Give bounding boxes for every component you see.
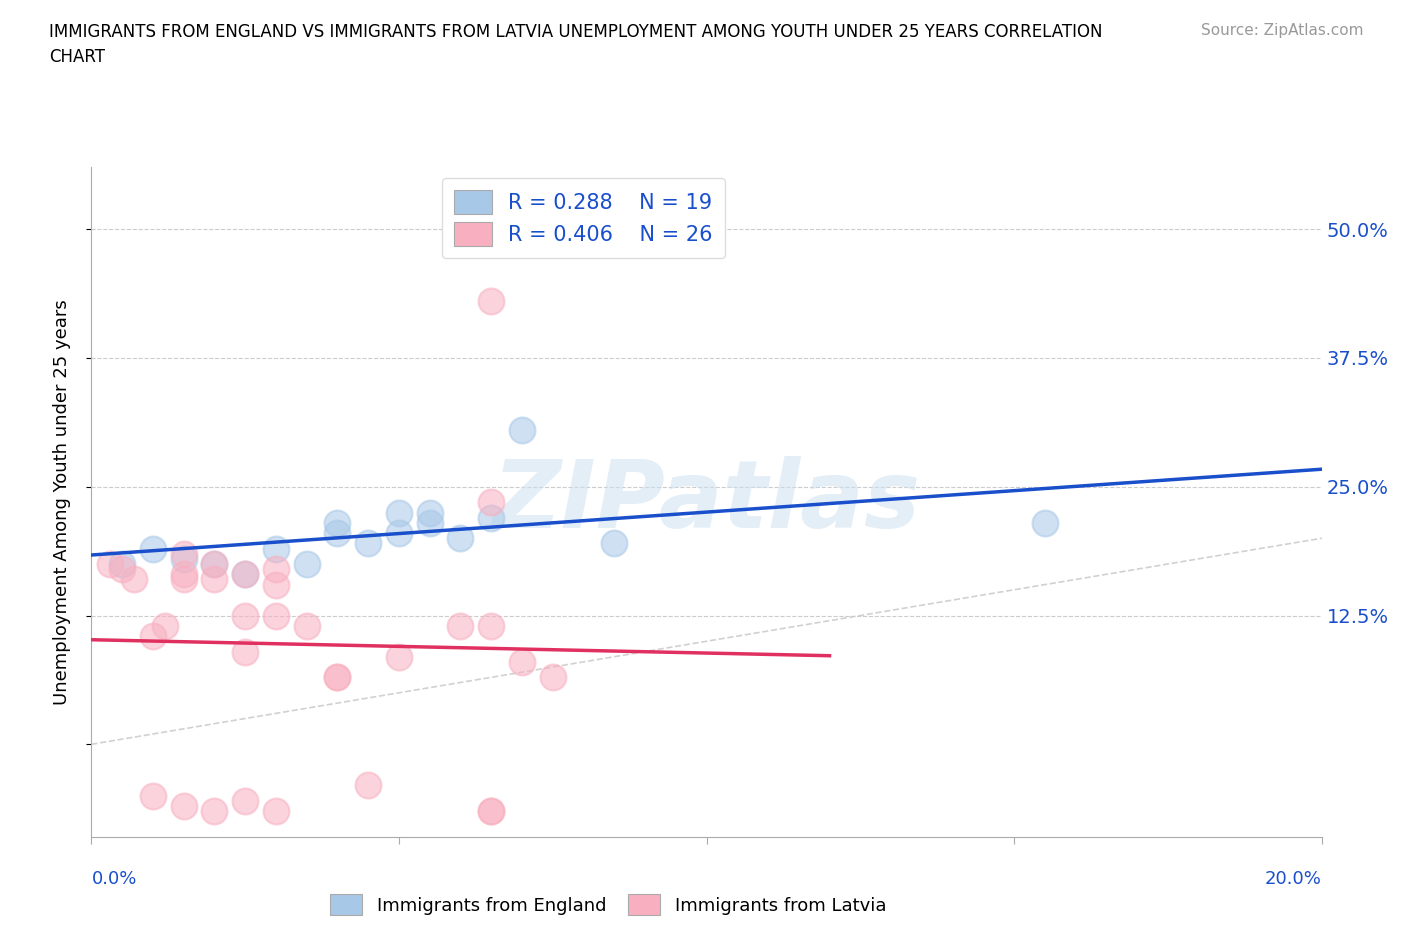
Point (479, 495, 502, 510)
Point (233, 567, 256, 582)
Point (541, 670, 564, 684)
Point (233, 567, 256, 582)
Point (142, 629, 165, 644)
Point (449, 618, 471, 633)
Point (357, 778, 380, 793)
Point (1033, 515, 1056, 530)
Point (173, 567, 195, 582)
Point (295, 618, 318, 633)
Point (479, 804, 502, 818)
Point (173, 546, 195, 561)
Point (233, 644, 256, 659)
Point (173, 572, 195, 587)
Legend: R = 0.288    N = 19, R = 0.406    N = 26: R = 0.288 N = 19, R = 0.406 N = 26 (441, 178, 725, 259)
Point (202, 556, 225, 571)
Point (202, 572, 225, 587)
Point (326, 515, 349, 530)
Point (603, 536, 626, 551)
Point (264, 804, 287, 818)
Point (98, 556, 121, 571)
Point (388, 649, 411, 664)
Point (419, 505, 441, 520)
Point (295, 556, 318, 571)
Text: IMMIGRANTS FROM ENGLAND VS IMMIGRANTS FROM LATVIA UNEMPLOYMENT AMONG YOUTH UNDER: IMMIGRANTS FROM ENGLAND VS IMMIGRANTS FR… (49, 23, 1102, 41)
Point (202, 556, 225, 571)
Point (124, 572, 146, 587)
Point (479, 804, 502, 818)
Point (479, 294, 502, 309)
Text: ZIPatlas: ZIPatlas (492, 457, 921, 548)
Point (111, 562, 134, 577)
Point (173, 799, 195, 814)
Point (479, 618, 502, 633)
Point (326, 670, 349, 684)
Point (510, 655, 533, 670)
Point (388, 525, 411, 540)
Point (202, 804, 225, 818)
Point (233, 793, 256, 808)
Text: 20.0%: 20.0% (1265, 870, 1322, 887)
Text: Source: ZipAtlas.com: Source: ZipAtlas.com (1201, 23, 1364, 38)
Point (153, 618, 177, 633)
Point (264, 562, 287, 577)
Point (449, 531, 471, 546)
Point (326, 525, 349, 540)
Point (142, 541, 165, 556)
Y-axis label: Unemployment Among Youth under 25 years: Unemployment Among Youth under 25 years (52, 299, 70, 705)
Text: 0.0%: 0.0% (91, 870, 136, 887)
Point (142, 789, 165, 804)
Point (419, 515, 441, 530)
Point (264, 541, 287, 556)
Point (111, 556, 134, 571)
Text: CHART: CHART (49, 48, 105, 66)
Point (326, 670, 349, 684)
Point (357, 536, 380, 551)
Point (388, 505, 411, 520)
Point (173, 551, 195, 566)
Point (510, 422, 533, 437)
Point (264, 578, 287, 592)
Point (479, 511, 502, 525)
Point (264, 608, 287, 623)
Point (233, 608, 256, 623)
